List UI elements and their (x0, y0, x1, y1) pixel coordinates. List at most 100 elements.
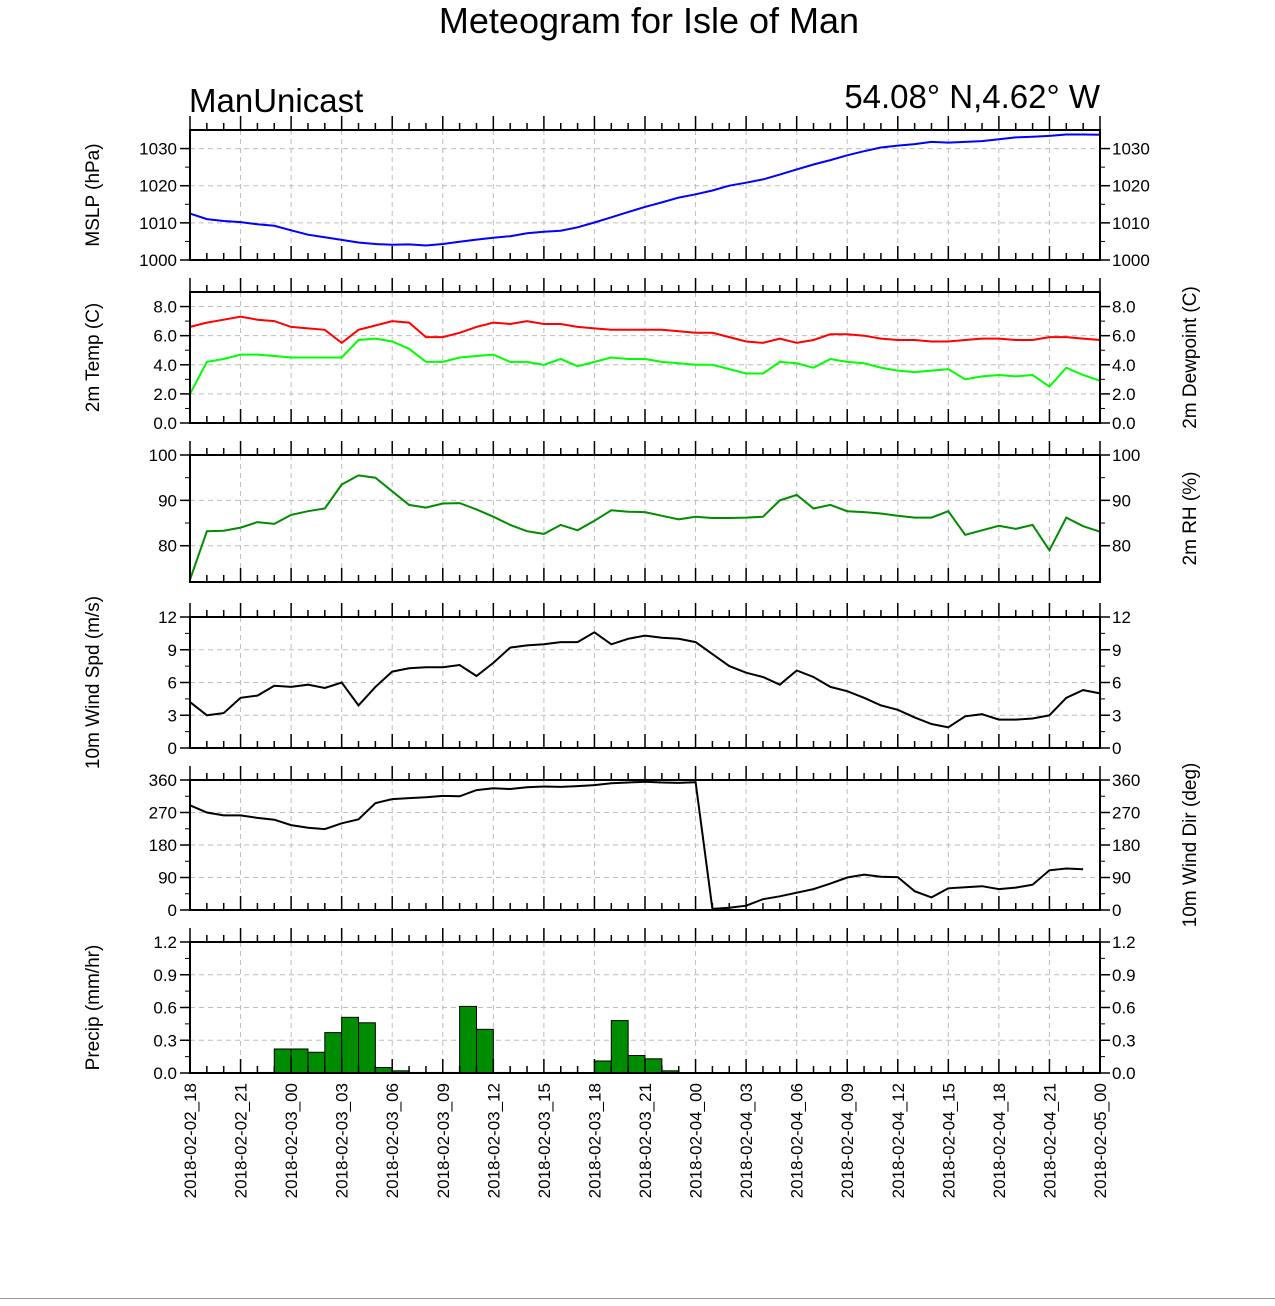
y-tick-label: 12 (158, 608, 177, 627)
y-tick-label-right: 270 (1112, 804, 1140, 823)
precip-bar (358, 1022, 376, 1074)
y-tick-label: 1010 (139, 214, 177, 233)
y-tick-label: 90 (158, 869, 177, 888)
y-axis-label-right: 10m Wind Dir (deg) (1180, 763, 1201, 928)
y-tick-label-right: 1.2 (1112, 933, 1136, 952)
wind-line (189, 780, 1084, 910)
panel-wdir: 0 0 90 90 180 180 270 270 360 360 10m Wind Dir (de… (149, 763, 1201, 928)
x-tick-label: 2018-02-02_18 (181, 1083, 200, 1198)
rh-line (189, 474, 1101, 581)
y-tick-label-right: 2.0 (1112, 385, 1136, 404)
precip-bar (307, 1051, 326, 1074)
y-tick-label-right: 0.6 (1112, 999, 1136, 1018)
x-tick-label: 2018-02-04_15 (939, 1083, 958, 1198)
mslp-line (189, 133, 1101, 247)
panel-wspd: 0 0 3 3 6 6 9 9 12 12 10m Wind Spd (m/s) (83, 596, 1131, 769)
y-tick-label: 1030 (139, 140, 177, 159)
panel-temp: 0.0 0.0 2.0 2.0 4.0 4.0 6.0 6.0 8.0 8.0 2m Temp (C… (83, 278, 1201, 433)
x-tick-label: 2018-02-03_09 (434, 1083, 453, 1198)
y-tick-label: 1.2 (153, 933, 177, 952)
y-tick-label-right: 80 (1112, 537, 1131, 556)
y-tick-label-right: 1030 (1112, 140, 1150, 159)
y-tick-label: 0.0 (153, 414, 177, 433)
precip-bar (273, 1048, 292, 1074)
y-tick-label: 6.0 (153, 327, 177, 346)
precip-bar (627, 1055, 646, 1074)
dewpoint-line (189, 337, 1101, 395)
x-tick-label: 2018-02-03_21 (636, 1083, 655, 1198)
y-tick-label-right: 0 (1112, 901, 1121, 920)
y-tick-label-right: 6.0 (1112, 327, 1136, 346)
y-tick-label-right: 1010 (1112, 214, 1150, 233)
x-tick-label: 2018-02-04_12 (889, 1083, 908, 1198)
station-location: 54.08° N,4.62° W (844, 78, 1101, 115)
x-tick-label: 2018-02-04_00 (687, 1083, 706, 1198)
y-tick-label: 0.0 (153, 1064, 177, 1083)
precip-bar (475, 1028, 494, 1074)
x-tick-label: 2018-02-03_06 (383, 1083, 402, 1198)
y-tick-label: 180 (149, 836, 177, 855)
y-tick-label: 3 (168, 706, 177, 725)
x-tick-label: 2018-02-04_06 (788, 1083, 807, 1198)
y-tick-label-right: 6 (1112, 674, 1121, 693)
precip-bar (459, 1005, 477, 1074)
y-tick-label-right: 1000 (1112, 251, 1150, 270)
y-tick-label: 0.9 (153, 966, 177, 985)
panel-mslp: 1000 1000 1010 1010 1020 1020 1030 1030 MSLP (hP… (83, 116, 1150, 270)
y-tick-label: 9 (168, 641, 177, 660)
y-tick-label: 100 (149, 446, 177, 465)
y-tick-label: 8.0 (153, 298, 177, 317)
y-tick-label: 270 (149, 804, 177, 823)
y-axis-label-left: Precip (mm/hr) (83, 945, 104, 1071)
y-tick-label: 0 (168, 901, 177, 920)
y-tick-label-right: 1020 (1112, 177, 1150, 196)
x-tick-label: 2018-02-03_03 (333, 1083, 352, 1198)
y-tick-label: 1000 (139, 251, 177, 270)
panel-precip: 0.0 0.0 0.3 0.3 0.6 0.6 0.9 0.9 1.2 1.2 Precip (mm… (83, 928, 1136, 1083)
panel-rh: 80 80 90 90 100 100 2m RH (%) (149, 441, 1201, 583)
y-tick-label: 0 (168, 739, 177, 758)
precip-bar (324, 1032, 343, 1074)
precip-bar (610, 1020, 629, 1074)
y-tick-label-right: 9 (1112, 641, 1121, 660)
y-tick-label-right: 0.0 (1112, 1064, 1136, 1083)
temp-line (189, 315, 1101, 345)
y-tick-label-right: 90 (1112, 491, 1131, 510)
y-axis-label-left: MSLP (hPa) (83, 143, 104, 246)
y-tick-label-right: 0.3 (1112, 1031, 1136, 1050)
y-tick-label-right: 8.0 (1112, 298, 1136, 317)
y-tick-label: 80 (158, 537, 177, 556)
precip-bar (341, 1016, 360, 1074)
y-tick-label: 4.0 (153, 356, 177, 375)
y-axis-label-right: 2m RH (%) (1180, 472, 1201, 566)
y-axis-label-left: 2m Temp (C) (83, 303, 104, 412)
x-tick-label: 2018-02-03_00 (282, 1083, 301, 1198)
y-tick-label-right: 0.0 (1112, 414, 1136, 433)
y-tick-label: 1020 (139, 177, 177, 196)
y-axis-label-left: 10m Wind Spd (m/s) (83, 596, 104, 769)
x-tick-label: 2018-02-02_21 (232, 1083, 251, 1198)
y-tick-label: 0.3 (153, 1031, 177, 1050)
y-tick-label-right: 12 (1112, 608, 1131, 627)
precip-bar (644, 1058, 663, 1074)
x-tick-label: 2018-02-03_12 (484, 1083, 503, 1198)
y-tick-label: 0.6 (153, 999, 177, 1018)
precip-bar (290, 1048, 309, 1074)
y-tick-label-right: 360 (1112, 771, 1140, 790)
wind-line (189, 631, 1101, 729)
y-tick-label-right: 90 (1112, 869, 1131, 888)
y-tick-label: 90 (158, 491, 177, 510)
y-tick-label-right: 0 (1112, 739, 1121, 758)
x-tick-label: 2018-02-04_03 (737, 1083, 756, 1198)
x-tick-label: 2018-02-03_15 (535, 1083, 554, 1198)
y-tick-label: 2.0 (153, 385, 177, 404)
y-axis-label-right: 2m Dewpoint (C) (1180, 286, 1201, 429)
y-tick-label: 6 (168, 674, 177, 693)
window-bottom-border (0, 1298, 1275, 1299)
chart-title: Meteogram for Isle of Man (439, 0, 859, 41)
y-tick-label-right: 3 (1112, 706, 1121, 725)
station-name: ManUnicast (189, 82, 363, 119)
x-tick-label: 2018-02-04_21 (1040, 1083, 1059, 1198)
